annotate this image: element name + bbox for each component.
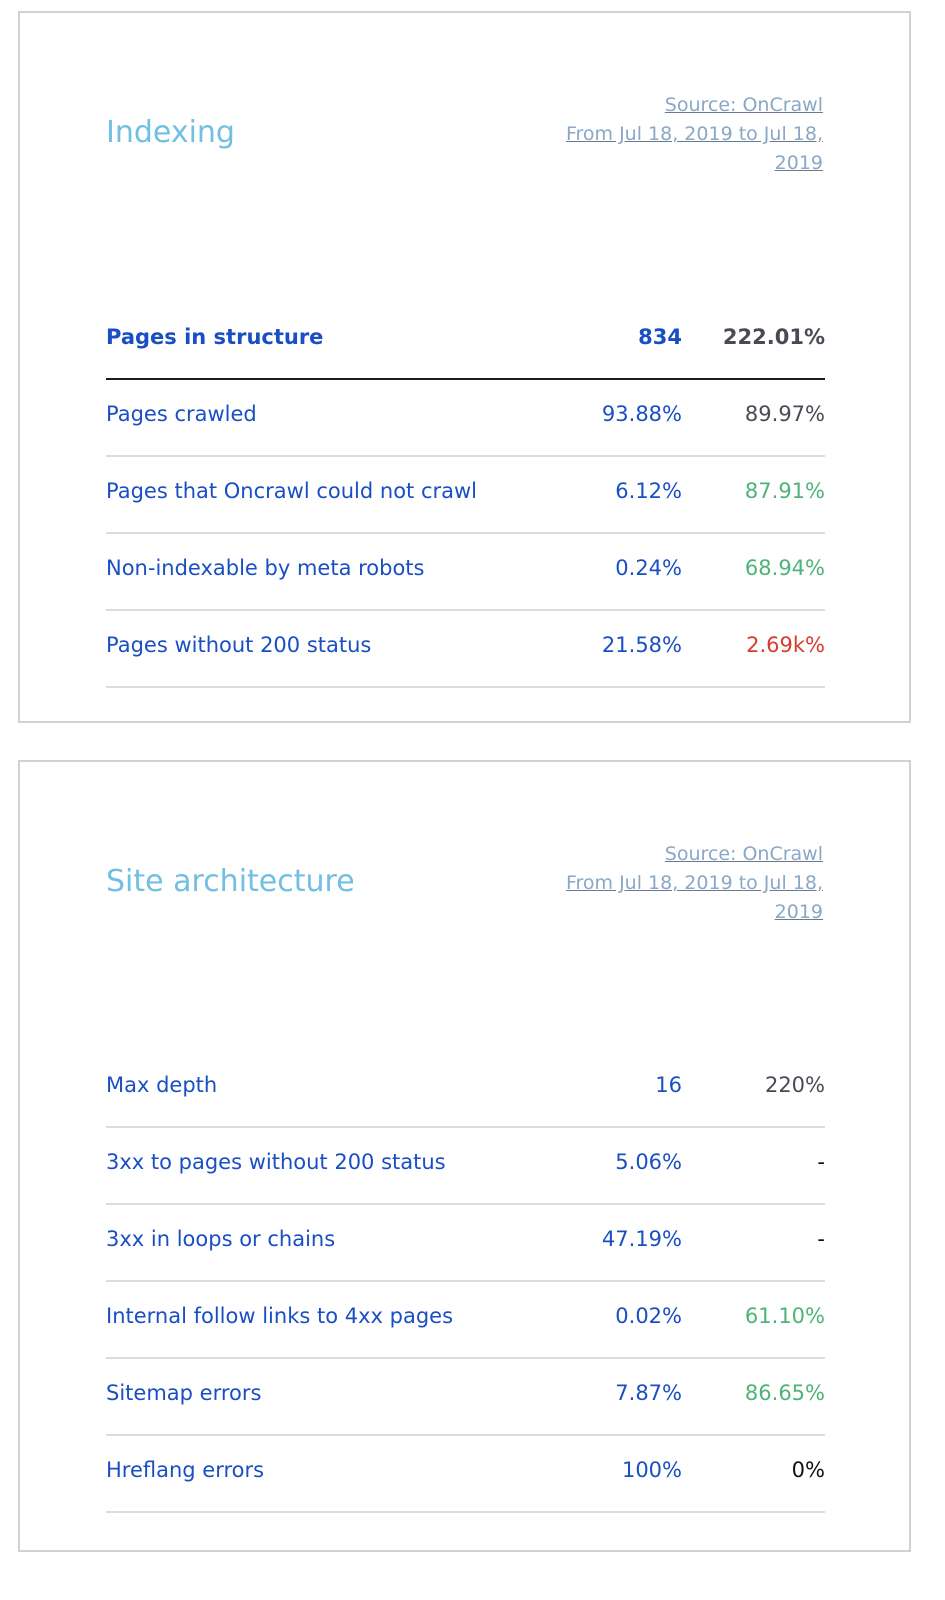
row-change: 89.97%	[744, 402, 825, 426]
row-label: Non-indexable by meta robots	[106, 556, 425, 580]
row-change: 2.69k%	[746, 633, 825, 657]
row-label: Pages without 200 status	[106, 633, 372, 657]
row-change: 0%	[791, 1458, 825, 1482]
row-value: 7.87%	[615, 1381, 682, 1405]
table-row[interactable]: Sitemap errors 7.87% 86.65%	[106, 1359, 825, 1436]
indexing-source: Source: OnCrawl From Jul 18, 2019 to Jul…	[553, 91, 823, 178]
row-label: Sitemap errors	[106, 1381, 262, 1405]
site-architecture-source-link[interactable]: Source: OnCrawl	[664, 843, 823, 865]
row-value: 0.24%	[615, 556, 682, 580]
row-value: 5.06%	[615, 1150, 682, 1174]
table-row[interactable]: Non-indexable by meta robots 0.24% 68.94…	[106, 534, 825, 611]
site-architecture-card: Site architecture Source: OnCrawl From J…	[18, 760, 911, 1552]
row-value: 21.58%	[601, 633, 682, 657]
site-architecture-table: Max depth 16 220% 3xx to pages without 2…	[106, 1051, 825, 1513]
indexing-date-range-link-end[interactable]: 2019	[774, 152, 823, 174]
row-value: 0.02%	[615, 1304, 682, 1328]
table-row[interactable]: 3xx in loops or chains 47.19% -	[106, 1205, 825, 1282]
table-row[interactable]: 3xx to pages without 200 status 5.06% -	[106, 1128, 825, 1205]
row-change: -	[817, 1150, 825, 1174]
row-label: Hreflang errors	[106, 1458, 265, 1482]
site-architecture-date-range-link-end[interactable]: 2019	[774, 901, 823, 923]
row-value: 834	[638, 325, 682, 349]
table-row[interactable]: Pages that Oncrawl could not crawl 6.12%…	[106, 457, 825, 534]
row-value: 47.19%	[601, 1227, 682, 1251]
indexing-card: Indexing Source: OnCrawl From Jul 18, 20…	[18, 11, 911, 723]
row-change: 222.01%	[722, 325, 825, 349]
row-label: Internal follow links to 4xx pages	[106, 1304, 454, 1328]
site-architecture-date-range-link[interactable]: From Jul 18, 2019 to Jul 18,	[565, 872, 823, 894]
table-row[interactable]: Pages without 200 status 21.58% 2.69k%	[106, 611, 825, 688]
table-row[interactable]: Hreflang errors 100% 0%	[106, 1436, 825, 1513]
site-architecture-source: Source: OnCrawl From Jul 18, 2019 to Jul…	[553, 840, 823, 927]
row-value: 93.88%	[601, 402, 682, 426]
row-change: 86.65%	[744, 1381, 825, 1405]
indexing-source-link[interactable]: Source: OnCrawl	[664, 94, 823, 116]
row-change: -	[817, 1227, 825, 1251]
indexing-date-range-link[interactable]: From Jul 18, 2019 to Jul 18,	[565, 123, 823, 145]
table-row[interactable]: Max depth 16 220%	[106, 1051, 825, 1128]
row-change: 220%	[764, 1073, 825, 1097]
row-label: Pages that Oncrawl could not crawl	[106, 479, 478, 503]
table-row[interactable]: Internal follow links to 4xx pages 0.02%…	[106, 1282, 825, 1359]
row-label: 3xx in loops or chains	[106, 1227, 336, 1251]
table-row[interactable]: Pages in structure 834 222.01%	[106, 303, 825, 380]
site-architecture-title: Site architecture	[106, 864, 355, 899]
row-label: Max depth	[106, 1073, 218, 1097]
table-row[interactable]: Pages crawled 93.88% 89.97%	[106, 380, 825, 457]
row-change: 61.10%	[744, 1304, 825, 1328]
row-value: 16	[655, 1073, 682, 1097]
row-label: 3xx to pages without 200 status	[106, 1150, 446, 1174]
row-label: Pages crawled	[106, 402, 257, 426]
row-value: 100%	[621, 1458, 682, 1482]
row-change: 87.91%	[744, 479, 825, 503]
row-value: 6.12%	[615, 479, 682, 503]
row-label: Pages in structure	[106, 325, 324, 349]
row-change: 68.94%	[744, 556, 825, 580]
indexing-title: Indexing	[106, 115, 235, 150]
indexing-table: Pages in structure 834 222.01% Pages cra…	[106, 303, 825, 688]
